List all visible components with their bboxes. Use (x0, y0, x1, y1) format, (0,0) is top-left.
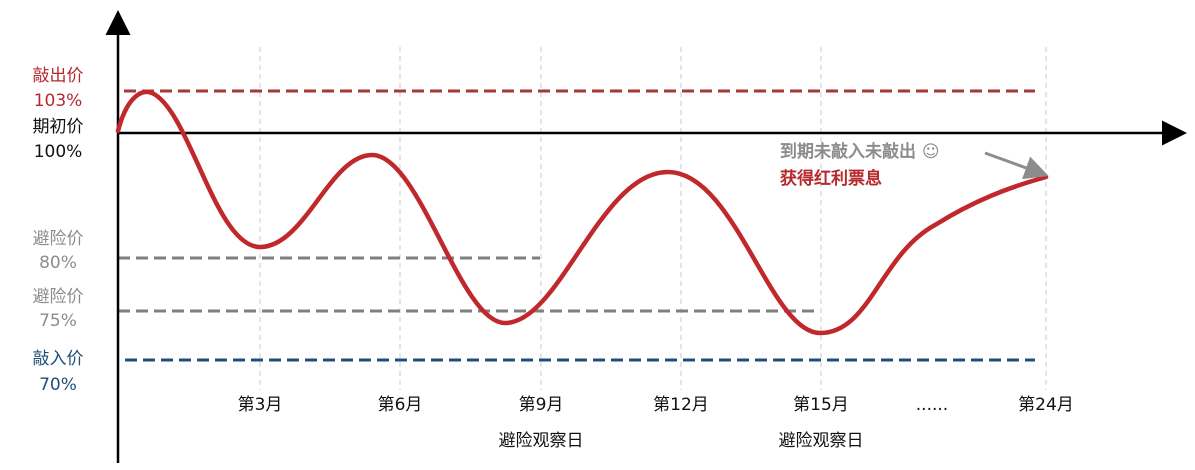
level-value: 80% (39, 253, 77, 273)
x-label: 第9月 (519, 395, 564, 415)
x-label: 第24月 (1018, 395, 1074, 415)
observation-label: 避险观察日 (499, 431, 584, 451)
level-value: 70% (39, 375, 77, 395)
price-path (115, 89, 1049, 336)
level-value: 100% (34, 142, 83, 162)
x-label: 第6月 (378, 395, 423, 415)
level-name: 避险价 (33, 229, 84, 249)
annotation-arrow (984, 151, 1049, 180)
level-labels: 敲出价 103% 期初价 100% 避险价 80% 避险价 75% 敲入价 70… (33, 66, 84, 395)
level-name: 期初价 (33, 117, 84, 137)
x-label: 第12月 (653, 395, 709, 415)
level-name: 敲入价 (33, 349, 84, 369)
x-labels: 第3月 第6月 第9月 第12月 第15月 ...... 第24月 避险观察日 … (238, 395, 1074, 451)
x-label: ...... (916, 395, 948, 415)
x-label: 第3月 (238, 395, 283, 415)
level-name: 避险价 (33, 287, 84, 307)
annotation-line: 到期未敲入未敲出 ☺ (780, 141, 940, 162)
grid-lines (259, 47, 1047, 390)
level-value: 75% (39, 311, 77, 331)
level-value: 103% (34, 91, 83, 111)
observation-label: 避险观察日 (779, 431, 864, 451)
x-label: 第15月 (793, 395, 849, 415)
annotation-line: 获得红利票息 (780, 168, 882, 189)
level-name: 敲出价 (33, 66, 84, 86)
